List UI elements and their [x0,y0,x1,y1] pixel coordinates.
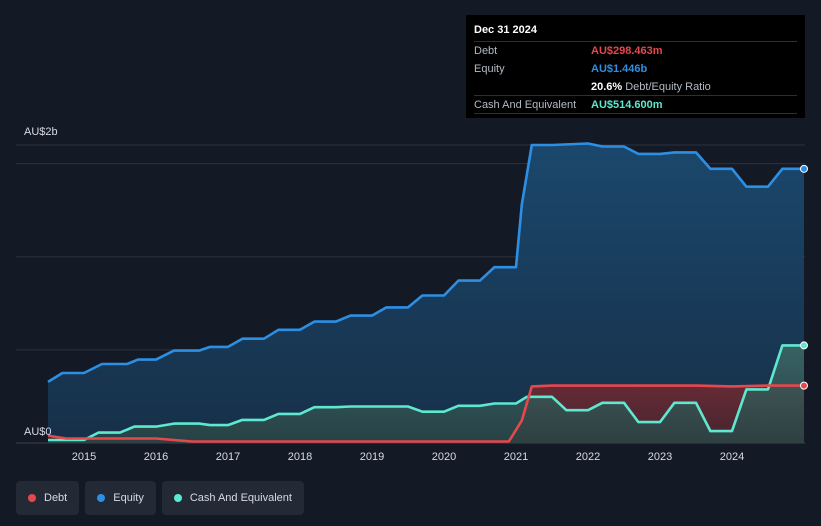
tooltip-equity-value: AU$1.446b [591,62,648,75]
x-tick-2017: 2017 [216,451,240,463]
legend-item-cash[interactable]: Cash And Equivalent [161,481,304,515]
line-debt [47,384,804,443]
x-tick-2024: 2024 [720,451,744,463]
x-tick-2015: 2015 [72,451,96,463]
series-areas [48,143,804,443]
tooltip-cash-value: AU$514.600m [591,98,663,111]
x-tick-2018: 2018 [288,451,312,463]
tooltip-debt-value: AU$298.463m [591,44,663,57]
legend-label-cash: Cash And Equivalent [189,492,292,504]
x-tick-2016: 2016 [144,451,168,463]
chart-legend: Debt Equity Cash And Equivalent [16,481,304,515]
tooltip-ratio-suffix: Debt/Equity Ratio [625,80,711,93]
tooltip-row-debt: Debt AU$298.463m [474,41,797,59]
tooltip-cash-label: Cash And Equivalent [474,98,577,111]
x-tick-2023: 2023 [648,451,672,463]
tooltip-equity-label: Equity [474,62,505,75]
legend-item-equity[interactable]: Equity [85,481,156,515]
x-tick-2020: 2020 [432,451,456,463]
line-equity [47,142,804,384]
area-cash-and-equivalent [48,345,804,443]
tooltip-date: Dec 31 2024 [474,24,537,36]
tooltip-panel: Dec 31 2024 Debt AU$298.463m Equity AU$1… [466,15,805,118]
y-axis-bottom-label: AU$0 [24,426,52,438]
x-axis-ticks: 2015 2016 2017 2018 2019 2020 2021 2022 2023 2024 [72,451,744,463]
end-point-cash-and-equivalent[interactable] [800,341,808,350]
legend-dot-equity [97,494,106,502]
legend-dot-cash [173,494,182,502]
series-lines [47,142,808,443]
legend-dot-debt [28,494,36,502]
x-tick-2021: 2021 [504,451,528,463]
tooltip-debt-label: Debt [474,44,498,57]
y-axis-top-label: AU$2b [24,126,58,138]
area-equity [48,143,804,443]
tooltip-row-cash: Cash And Equivalent AU$514.600m [474,95,797,114]
tooltip-row-equity: Equity AU$1.446b [474,59,797,77]
x-tick-2019: 2019 [360,451,384,463]
legend-item-debt[interactable]: Debt [16,481,80,515]
end-point-equity[interactable] [800,164,808,173]
end-point-debt[interactable] [800,381,808,390]
legend-label-debt: Debt [44,492,68,504]
x-tick-2022: 2022 [576,451,600,463]
tooltip-ratio-value: 20.6% [591,80,623,93]
line-cash-and-equivalent [48,344,804,442]
tooltip-row-ratio: 20.6% Debt/Equity Ratio [474,77,797,95]
legend-label-equity: Equity [113,492,144,504]
